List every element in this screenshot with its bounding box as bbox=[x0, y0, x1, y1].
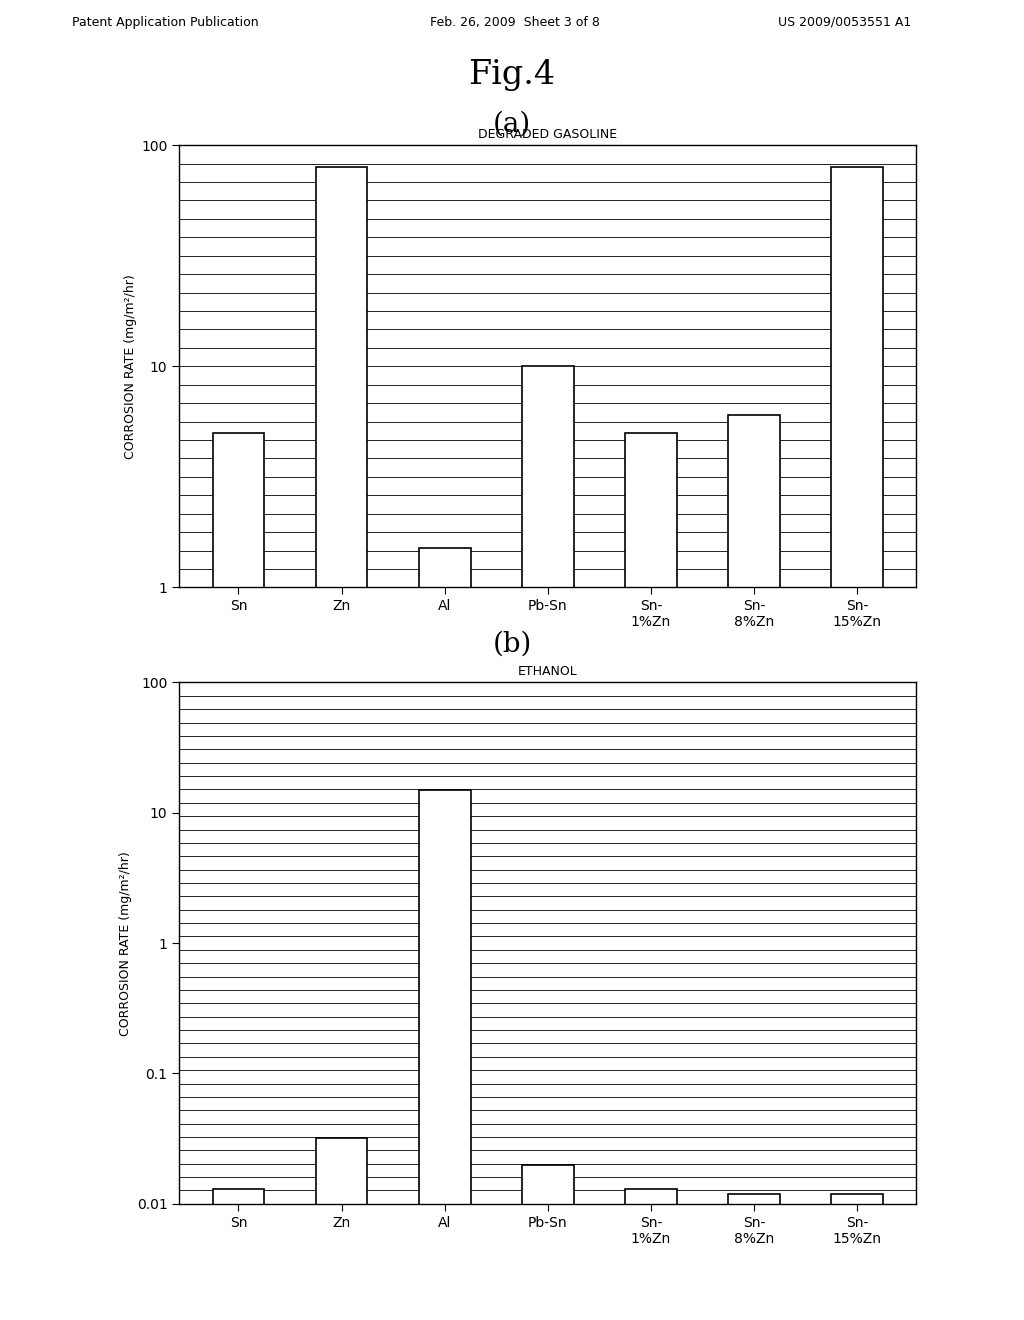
Bar bbox=[315, 1138, 368, 1320]
Y-axis label: CORROSION RATE (mg/m²/hr): CORROSION RATE (mg/m²/hr) bbox=[120, 851, 132, 1035]
Text: Feb. 26, 2009  Sheet 3 of 8: Feb. 26, 2009 Sheet 3 of 8 bbox=[430, 16, 600, 29]
Bar bbox=[831, 166, 883, 1320]
Text: Patent Application Publication: Patent Application Publication bbox=[72, 16, 258, 29]
Bar bbox=[213, 433, 264, 1320]
Bar bbox=[419, 549, 470, 1320]
Text: (b): (b) bbox=[493, 631, 531, 657]
Bar bbox=[626, 1189, 677, 1320]
Bar bbox=[315, 166, 368, 1320]
Title: ETHANOL: ETHANOL bbox=[518, 665, 578, 678]
Title: DEGRADED GASOLINE: DEGRADED GASOLINE bbox=[478, 128, 617, 141]
Bar bbox=[522, 1164, 573, 1320]
Bar bbox=[522, 366, 573, 1320]
Bar bbox=[728, 1193, 780, 1320]
Text: US 2009/0053551 A1: US 2009/0053551 A1 bbox=[778, 16, 911, 29]
Bar bbox=[626, 433, 677, 1320]
Bar bbox=[213, 1189, 264, 1320]
Bar bbox=[728, 416, 780, 1320]
Y-axis label: CORROSION RATE (mg/m²/hr): CORROSION RATE (mg/m²/hr) bbox=[124, 275, 137, 458]
Text: (a): (a) bbox=[493, 111, 531, 137]
Text: Fig.4: Fig.4 bbox=[469, 59, 555, 91]
Bar bbox=[831, 1193, 883, 1320]
Bar bbox=[419, 789, 470, 1320]
